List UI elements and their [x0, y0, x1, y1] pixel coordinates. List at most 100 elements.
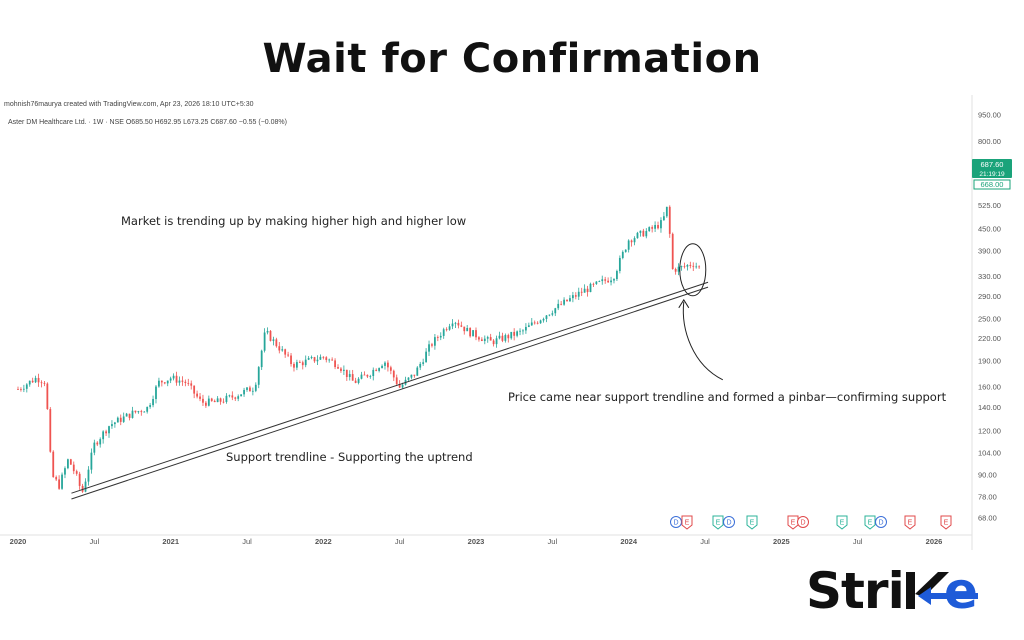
candle-body: [548, 314, 551, 316]
logo-e-letter: e: [944, 562, 977, 620]
event-marker[interactable]: D: [797, 516, 809, 528]
candle-body: [234, 397, 237, 399]
y-tick-label: 450.00: [978, 225, 1001, 234]
event-marker[interactable]: E: [904, 515, 916, 530]
candle-body: [160, 380, 163, 383]
candle-body: [249, 387, 251, 392]
event-marker-label: E: [716, 520, 721, 527]
strike-logo-text: Stri: [806, 562, 904, 620]
candle-body: [307, 358, 310, 360]
candle-body: [20, 389, 22, 391]
candle-body: [237, 396, 240, 399]
y-tick-label: 90.00: [978, 471, 997, 480]
candle-body: [557, 303, 560, 309]
candle-body: [90, 452, 93, 470]
strike-logo: Stri e: [806, 560, 996, 632]
candle-body: [108, 426, 110, 434]
candle-body: [665, 206, 668, 217]
y-tick-label: 800.00: [978, 137, 1001, 146]
candle-body: [128, 413, 131, 418]
event-marker-label: D: [726, 520, 731, 527]
candle-body: [72, 464, 75, 472]
event-marker-label: D: [878, 520, 883, 527]
candle-body: [34, 377, 37, 383]
candle-body: [489, 337, 492, 341]
logo-k-stem: [906, 572, 915, 609]
candle-body: [595, 281, 598, 284]
event-marker[interactable]: E: [864, 515, 876, 530]
candle-body: [348, 374, 351, 378]
candle-body: [263, 332, 266, 351]
candle-body: [698, 266, 701, 268]
event-marker[interactable]: E: [681, 515, 693, 530]
candle-body: [442, 329, 445, 336]
candles: [17, 205, 701, 493]
candle-body: [633, 238, 636, 243]
candle-body: [143, 411, 146, 413]
candle-body: [533, 322, 536, 324]
candle-body: [75, 471, 78, 474]
candle-body: [501, 335, 504, 341]
candle-body: [325, 357, 328, 361]
event-marker[interactable]: D: [723, 516, 735, 528]
candle-body: [46, 383, 49, 410]
candle-body: [116, 417, 119, 423]
candle-body: [583, 288, 586, 293]
event-marker[interactable]: E: [836, 515, 848, 530]
event-marker[interactable]: D: [670, 516, 682, 528]
candle-body: [630, 240, 633, 243]
candle-body: [96, 442, 99, 445]
candle-body: [495, 338, 498, 345]
candle-body: [207, 398, 210, 406]
event-marker-label: E: [685, 520, 690, 527]
event-marker[interactable]: E: [712, 515, 724, 530]
candle-body: [310, 357, 313, 359]
candle-body: [460, 325, 463, 327]
candle-body: [486, 337, 489, 339]
candle-body: [78, 473, 81, 486]
candle-body: [525, 326, 527, 331]
candle-body: [228, 395, 231, 397]
candle-body: [657, 225, 659, 229]
event-marker[interactable]: E: [746, 515, 758, 530]
candle-body: [554, 308, 557, 314]
time-axis: 2020 Jul 2021 Jul 2022 Jul 2023 Jul 2024 Jul 2025 J…: [10, 537, 943, 546]
candle-body: [431, 344, 433, 346]
candle-body: [389, 367, 392, 371]
event-marker[interactable]: E: [787, 515, 799, 530]
creator-text: mohnish76maurya created with TradingView…: [4, 101, 254, 108]
candle-body: [257, 367, 260, 385]
candle-body: [266, 330, 269, 333]
candle-body: [134, 410, 137, 413]
candle-body: [428, 344, 430, 352]
candle-body: [25, 384, 28, 389]
candle-body: [296, 362, 298, 368]
candle-body: [181, 380, 184, 382]
event-marker-label: E: [840, 520, 845, 527]
x-tick-label: Jul: [242, 537, 252, 546]
candle-body: [451, 323, 454, 327]
candle-body: [436, 337, 439, 338]
candle-body: [278, 346, 281, 351]
event-marker[interactable]: E: [940, 515, 952, 530]
candle-body: [43, 382, 46, 384]
candle-body: [401, 384, 404, 388]
y-tick-label: 950.00: [978, 111, 1001, 120]
candle-body: [105, 431, 107, 434]
candle-body: [695, 266, 698, 268]
candle-body: [618, 257, 621, 272]
candle-body: [662, 216, 665, 221]
event-marker[interactable]: D: [875, 516, 887, 528]
y-tick-label: 120.00: [978, 427, 1001, 436]
y-tick-label: 290.00: [978, 292, 1001, 301]
candle-body: [475, 330, 477, 338]
candle-body: [654, 225, 656, 229]
candle-body: [178, 380, 181, 383]
candle-body: [375, 369, 378, 371]
candle-body: [22, 388, 25, 390]
candle-body: [604, 279, 607, 281]
price-axis: 950.00800.00600.00525.00450.00390.00330.…: [978, 111, 1001, 523]
candle-body: [492, 340, 495, 345]
x-tick-label: 2023: [468, 537, 485, 546]
